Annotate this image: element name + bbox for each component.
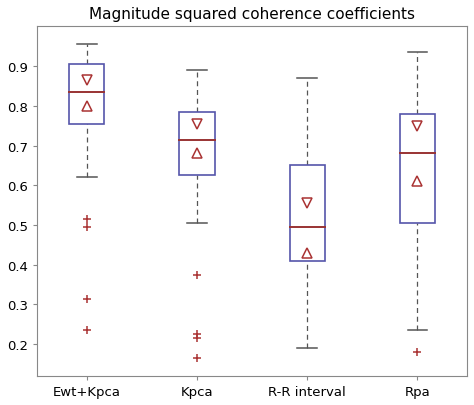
Bar: [69, 65, 104, 124]
Title: Magnitude squared coherence coefficients: Magnitude squared coherence coefficients: [89, 7, 415, 22]
Bar: [400, 115, 435, 224]
Bar: [179, 113, 215, 176]
Bar: [290, 166, 325, 261]
